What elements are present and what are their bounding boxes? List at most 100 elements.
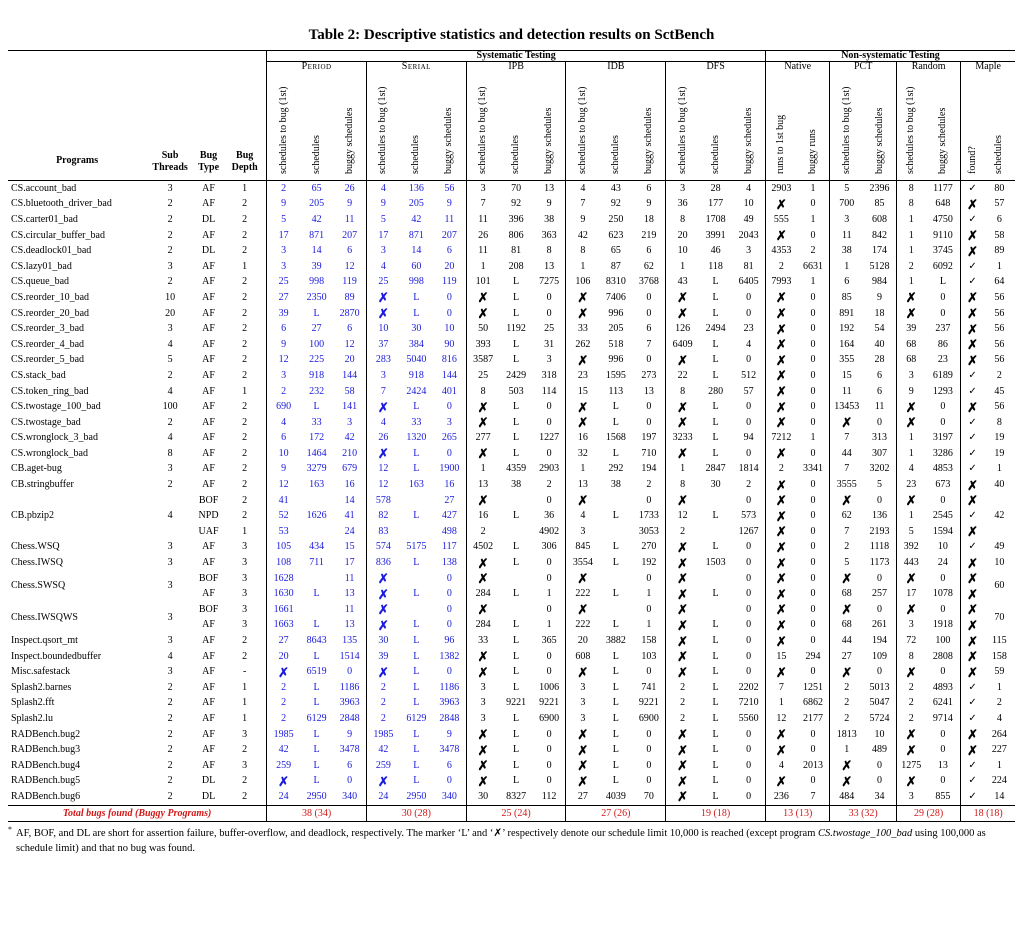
table-cell: ✗ bbox=[764, 586, 797, 603]
table-cell: 62 bbox=[829, 508, 864, 525]
table-cell: 115 bbox=[992, 635, 1007, 647]
table-cell: L bbox=[513, 728, 520, 740]
table-cell: L bbox=[712, 790, 719, 802]
table-cell: L bbox=[313, 650, 320, 662]
table-cell: 25 bbox=[365, 274, 400, 291]
table-cell: L bbox=[513, 775, 520, 787]
table-cell: 1 bbox=[242, 712, 248, 724]
program-name: CS.token_ring_bad bbox=[11, 385, 89, 397]
table-cell: 2 bbox=[167, 697, 173, 709]
table-cell: 172 bbox=[309, 432, 325, 444]
table-cell: 1 bbox=[895, 508, 926, 525]
table-cell: 264 bbox=[991, 728, 1007, 740]
table-cell: 15 bbox=[829, 368, 864, 384]
table-cell: 11 bbox=[344, 572, 355, 584]
table-cell: 9 bbox=[446, 728, 452, 740]
table-cell: 3 bbox=[565, 680, 600, 696]
table-row: CB.aget-bug 3 AF 2 9 3279 679 12 L 1900 1 4359 2903 1… bbox=[8, 461, 1015, 478]
table-cell: 555 bbox=[764, 212, 797, 228]
results-table: Systematic Testing Non-systematic Testin… bbox=[8, 50, 1015, 822]
col-header-schedules-to-bug: schedules to bug (1st) bbox=[365, 72, 400, 181]
table-cell: L bbox=[413, 510, 420, 522]
table-cell: 8310 bbox=[605, 276, 626, 288]
table-cell: 192 bbox=[641, 557, 657, 569]
total-value: 18 (18) bbox=[960, 804, 1015, 822]
table-cell: ✗ bbox=[565, 742, 600, 758]
table-row: CS.reorder_5_bad 5 AF 2 12 225 20 283 5040 816 358… bbox=[8, 352, 1015, 369]
table-cell: 9110 bbox=[933, 229, 953, 241]
table-cell: 0 bbox=[746, 416, 752, 428]
table-cell: 7275 bbox=[539, 276, 560, 288]
table-cell: 9221 bbox=[506, 697, 527, 709]
table-cell: ✗ bbox=[895, 664, 926, 680]
table-cell: 4893 bbox=[932, 681, 953, 693]
table-cell: ✗ bbox=[764, 508, 797, 525]
table-cell: ✗ bbox=[895, 414, 926, 431]
table-cell: 0 bbox=[940, 775, 946, 787]
table-cell: 13 bbox=[937, 759, 948, 771]
table-row: CS.wronglock_bad 8 AF 2 10 1464 210 ✗ L 0 ✗ L 0 32 L 71… bbox=[8, 446, 1015, 462]
table-cell: 1006 bbox=[539, 681, 560, 693]
program-name: Splash2.fft bbox=[11, 697, 55, 709]
table-cell: 39 bbox=[311, 260, 322, 272]
table-cell: 578 bbox=[365, 492, 400, 509]
table-cell: 13 bbox=[643, 385, 654, 397]
table-cell: L bbox=[513, 447, 520, 459]
table-cell: 0 bbox=[646, 416, 652, 428]
table-cell: 0 bbox=[940, 416, 946, 428]
table-cell: 0 bbox=[810, 728, 816, 740]
table-cell: ✗ bbox=[465, 305, 500, 322]
table-cell: AF bbox=[202, 541, 215, 553]
table-cell: 38 bbox=[544, 213, 555, 225]
table-cell: 0 bbox=[446, 401, 452, 413]
table-cell: ✗ bbox=[764, 617, 797, 634]
table-cell: ✗ bbox=[665, 757, 699, 774]
table-cell: 53 bbox=[266, 524, 300, 540]
col-header-schedules-to-bug: schedules to bug (1st) bbox=[465, 72, 500, 181]
table-cell: ✗ bbox=[365, 290, 400, 306]
table-cell: ✗ bbox=[960, 742, 984, 758]
table-cell: 984 bbox=[872, 276, 888, 288]
table-cell: AF bbox=[202, 385, 215, 397]
table-cell: ✓ bbox=[960, 680, 984, 696]
table-cell: 392 bbox=[895, 539, 926, 556]
table-cell: 2 bbox=[365, 695, 400, 712]
total-value: 25 (24) bbox=[465, 804, 566, 822]
table-cell: L bbox=[313, 697, 320, 709]
table-cell: AF bbox=[202, 291, 215, 303]
table-cell: ✗ bbox=[829, 414, 864, 431]
table-cell: L bbox=[712, 369, 719, 381]
table-cell: 4502 bbox=[465, 539, 500, 556]
table-cell: AF bbox=[202, 369, 215, 381]
table-cell: 0 bbox=[810, 291, 816, 303]
table-cell: 16 bbox=[344, 479, 355, 491]
table-cell: ✗ bbox=[764, 664, 797, 680]
table-cell: 112 bbox=[541, 790, 557, 802]
table-cell: ✗ bbox=[895, 773, 926, 790]
table-cell: 2 bbox=[167, 198, 173, 210]
table-cell: 2 bbox=[167, 681, 173, 693]
table-cell: 443 bbox=[895, 555, 926, 571]
table-cell: 0 bbox=[546, 291, 552, 303]
table-title: Table 2: Descriptive statistics and dete… bbox=[308, 27, 715, 43]
table-cell: 9221 bbox=[638, 697, 659, 709]
table-cell: 0 bbox=[646, 603, 652, 615]
table-row: CS.reorder_10_bad 10 AF 2 27 2350 89 ✗ L 0 ✗ L 0 ✗ 740… bbox=[8, 290, 1015, 306]
table-cell: 0 bbox=[546, 494, 552, 506]
table-cell: 7212 bbox=[764, 430, 797, 447]
table-cell: 25 bbox=[266, 274, 300, 291]
table-cell: ✗ bbox=[665, 539, 699, 556]
table-cell: 261 bbox=[872, 619, 888, 631]
table-cell: ✗ bbox=[960, 602, 984, 618]
table-cell: 3053 bbox=[638, 525, 659, 537]
table-row: CS.bluetooth_driver_bad 2 AF 2 9 205 9 9 205 9 7 92… bbox=[8, 196, 1015, 213]
table-cell: 0 bbox=[940, 291, 946, 303]
table-cell: - bbox=[242, 666, 247, 678]
table-cell: 2 bbox=[365, 711, 400, 727]
table-cell: 7 bbox=[465, 196, 500, 213]
table-cell: L bbox=[413, 635, 420, 647]
table-cell: 42 bbox=[365, 742, 400, 758]
table-cell: L bbox=[712, 354, 719, 366]
table-cell: 27 bbox=[266, 290, 300, 306]
table-cell: 6129 bbox=[306, 712, 327, 724]
